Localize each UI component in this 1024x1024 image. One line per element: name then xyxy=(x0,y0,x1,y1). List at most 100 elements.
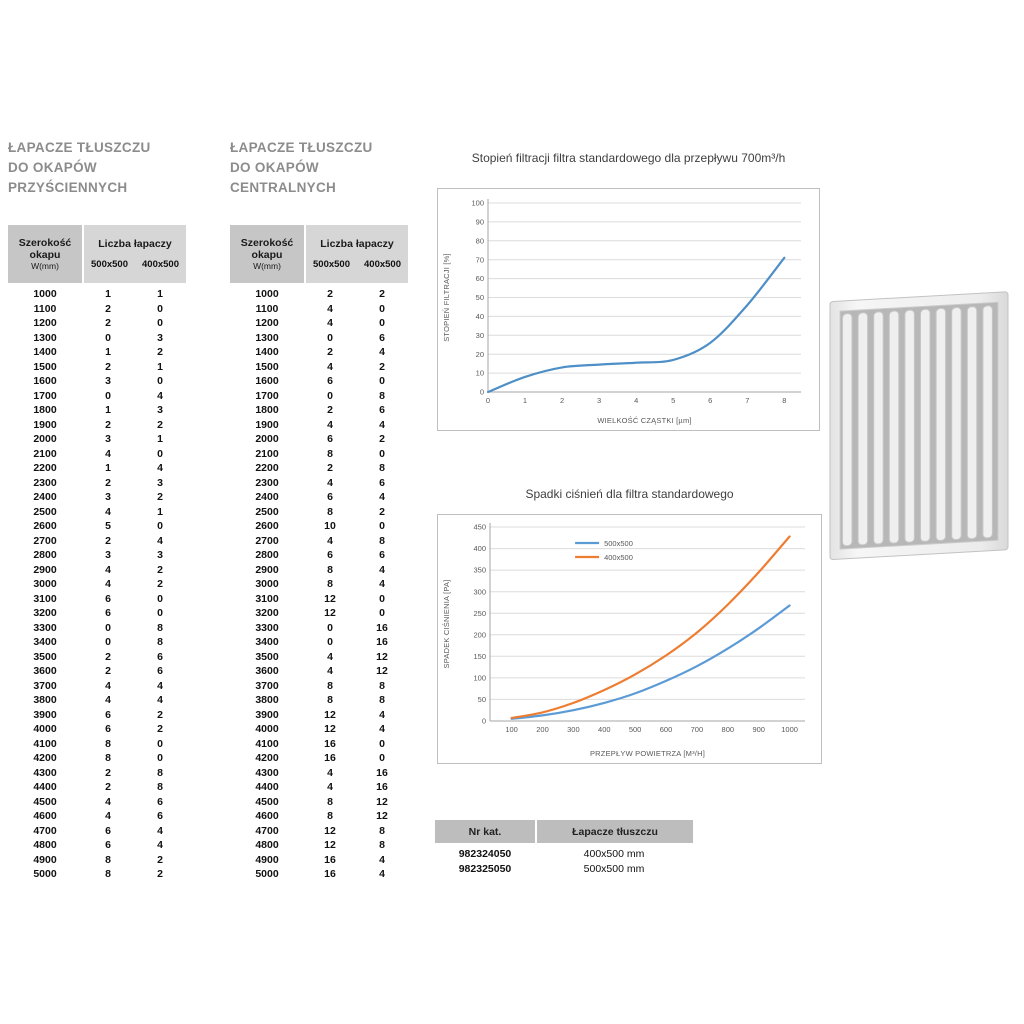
table-cell: 1400 xyxy=(255,346,279,359)
table-cell: 1 xyxy=(157,288,163,301)
table-cell: 2800 xyxy=(255,549,279,562)
table-cell: 4800 xyxy=(255,839,279,852)
table-cell: 0 xyxy=(327,331,333,344)
header-text: Szerokość xyxy=(240,236,294,249)
svg-text:70: 70 xyxy=(476,255,484,264)
table-row: 4100 16 0 xyxy=(230,737,408,752)
table-cell: 0 xyxy=(157,752,163,765)
table-cell: 16 xyxy=(324,752,336,765)
table-cell: 2 xyxy=(157,708,163,721)
table-cell: 4 xyxy=(157,534,163,547)
table-cell: 2 xyxy=(157,868,163,881)
table-cell: 2 xyxy=(379,360,385,373)
table-row: 3700 8 8 xyxy=(230,679,408,694)
table-row: 4500 4 6 xyxy=(8,795,186,810)
central-hood-table-body: 1000 2 2 1100 4 0 1200 4 0 1300 0 6 1400 2 4 1500 4 2 1600… xyxy=(230,287,408,882)
table-cell: 1200 xyxy=(255,317,279,330)
svg-text:700: 700 xyxy=(691,725,704,734)
table-cell: 4 xyxy=(379,563,385,576)
table-cell: 4200 xyxy=(255,752,279,765)
table-cell: 6 xyxy=(327,433,333,446)
table-row: 2900 8 4 xyxy=(230,563,408,578)
table-cell: 1100 xyxy=(255,302,279,315)
table-cell: 5000 xyxy=(33,868,57,881)
filtration-chart-title: Stopień filtracji filtra standardowego d… xyxy=(471,151,786,165)
table-cell: 2 xyxy=(157,563,163,576)
table-row: 2800 6 6 xyxy=(230,548,408,563)
table-cell: 0 xyxy=(105,621,111,634)
catalog-header-traps: Łapacze tłuszczu xyxy=(537,820,693,843)
table-cell: 1800 xyxy=(33,404,57,417)
table-cell: 4300 xyxy=(33,766,57,779)
table-cell: 4000 xyxy=(33,723,57,736)
table-cell: 4 xyxy=(379,578,385,591)
table-row: 2700 4 8 xyxy=(230,534,408,549)
wall-hood-table: ŁAPACZE TŁUSZCZU DO OKAPÓW PRZYŚCIENNYCH… xyxy=(8,138,186,882)
table-cell: 982324050 xyxy=(458,847,512,860)
svg-text:1: 1 xyxy=(523,396,527,405)
table-cell: 0 xyxy=(327,621,333,634)
header-text: okapu xyxy=(251,248,283,261)
svg-text:600: 600 xyxy=(660,725,673,734)
table-cell: 1 xyxy=(157,505,163,518)
table-cell: 8 xyxy=(327,447,333,460)
table-cell: 8 xyxy=(379,839,385,852)
table-cell: 8 xyxy=(327,810,333,823)
table-row: 1000 1 1 xyxy=(8,287,186,302)
title-line: PRZYŚCIENNYCH xyxy=(8,180,128,195)
table-row: 3100 12 0 xyxy=(230,592,408,607)
header-hood-width: Szerokość okapu W(mm) xyxy=(8,225,82,283)
header-unit: W(mm) xyxy=(31,260,59,271)
table-cell: 2 xyxy=(105,418,111,431)
svg-text:200: 200 xyxy=(473,630,486,639)
table-cell: 1000 xyxy=(33,288,57,301)
table-row: 3500 4 12 xyxy=(230,650,408,665)
svg-text:2: 2 xyxy=(560,396,564,405)
table-cell: 8 xyxy=(327,795,333,808)
table-row: 982325050 500x500 mm xyxy=(435,861,693,876)
table-cell: 2 xyxy=(157,578,163,591)
table-cell: 4 xyxy=(327,766,333,779)
table-cell: 1100 xyxy=(33,302,57,315)
table-cell: 8 xyxy=(157,636,163,649)
table-cell: 2 xyxy=(105,476,111,489)
table-cell: 0 xyxy=(379,317,385,330)
table-cell: 16 xyxy=(376,781,388,794)
table-row: 4900 16 4 xyxy=(230,853,408,868)
table-row: 3500 2 6 xyxy=(8,650,186,665)
table-cell: 8 xyxy=(379,389,385,402)
table-row: 2300 4 6 xyxy=(230,476,408,491)
table-cell: 400x500 mm xyxy=(583,847,645,860)
table-cell: 3300 xyxy=(33,621,57,634)
table-cell: 3300 xyxy=(255,621,279,634)
table-cell: 3600 xyxy=(33,665,57,678)
svg-text:80: 80 xyxy=(476,236,484,245)
table-row: 2100 4 0 xyxy=(8,447,186,462)
table-row: 1200 4 0 xyxy=(230,316,408,331)
pressure-drop-chart-svg: 0 50 100 150 200 250 300 350 400 450 100 200 300 400 5… xyxy=(442,523,805,758)
table-row: 4100 8 0 xyxy=(8,737,186,752)
table-cell: 3 xyxy=(105,433,111,446)
table-row: 1000 2 2 xyxy=(230,287,408,302)
svg-text:1000: 1000 xyxy=(781,725,798,734)
table-cell: 6 xyxy=(379,331,385,344)
filtration-chart-svg: 0 10 20 30 40 50 60 70 80 90 100 0 1 2 3 4 5 6 7 8 WIELKOŚĆ … xyxy=(442,199,801,425)
header-group-label: Liczba łapaczy xyxy=(320,237,394,250)
central-hood-table-title: ŁAPACZE TŁUSZCZU DO OKAPÓW CENTRALNYCH xyxy=(230,138,408,202)
table-row: 1600 3 0 xyxy=(8,374,186,389)
table-cell: 2600 xyxy=(255,520,279,533)
header-text: okapu xyxy=(29,248,61,261)
table-row: 1300 0 3 xyxy=(8,331,186,346)
table-row: 4700 6 4 xyxy=(8,824,186,839)
table-cell: 0 xyxy=(157,375,163,388)
table-row: 4300 4 16 xyxy=(230,766,408,781)
table-cell: 4 xyxy=(105,563,111,576)
table-cell: 0 xyxy=(379,737,385,750)
table-cell: 4 xyxy=(157,694,163,707)
table-cell: 2 xyxy=(327,346,333,359)
subcol-400x500: 400x500 xyxy=(142,259,179,271)
table-row: 3700 4 4 xyxy=(8,679,186,694)
table-cell: 12 xyxy=(376,810,388,823)
table-cell: 2700 xyxy=(255,534,279,547)
table-cell: 4 xyxy=(379,491,385,504)
